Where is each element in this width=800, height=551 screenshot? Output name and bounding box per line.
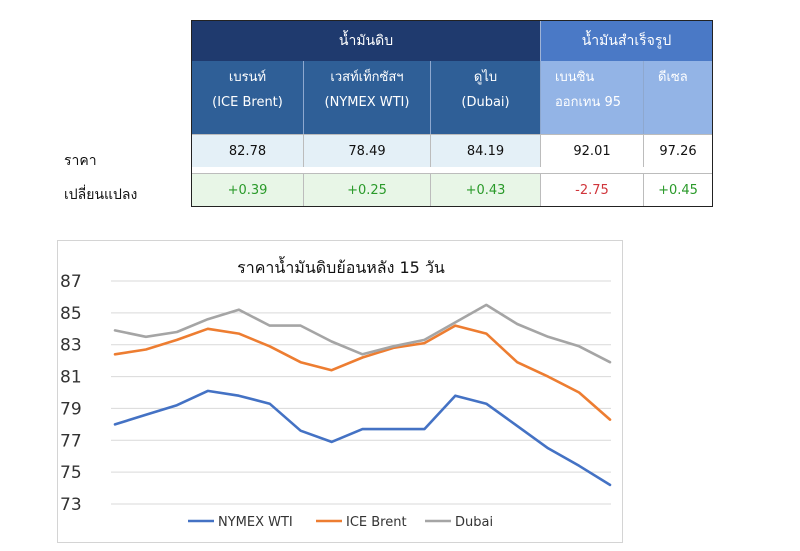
- chart-title: ราคาน้ำมันดิบย้อนหลัง 15 วัน: [237, 256, 445, 277]
- y-tick-label: 87: [60, 272, 82, 292]
- y-tick-label: 79: [60, 399, 82, 419]
- price-dubai: 84.19: [430, 134, 540, 167]
- series-layer: [113, 303, 612, 487]
- price-wti: 78.49: [303, 134, 430, 167]
- y-tick-label: 83: [60, 336, 82, 356]
- refined-oil-header: น้ำมันสำเร็จรูป: [540, 21, 712, 61]
- y-tick-label: 81: [60, 368, 82, 388]
- legend-label: NYMEX WTI: [218, 515, 293, 530]
- series-line-ice-brent: [113, 324, 612, 421]
- series-line-dubai: [113, 303, 612, 364]
- legend-label: ICE Brent: [346, 515, 407, 530]
- y-axis: 87 85 83 81 79 77 75 73: [60, 272, 82, 515]
- chart-container: ราคาน้ำมันดิบย้อนหลัง 15 วัน 87 85 83 81 79 7…: [57, 240, 623, 543]
- column-header-brent: เบรนท์ (ICE Brent): [192, 61, 303, 134]
- grid-layer: [111, 280, 611, 505]
- y-tick-label: 77: [60, 431, 82, 451]
- change-dubai: +0.43: [430, 173, 540, 206]
- column-header-gasoline95: เบนซิน ออกเทน 95: [540, 61, 643, 134]
- y-tick-label: 75: [60, 463, 82, 483]
- price-gasoline95: 92.01: [540, 134, 643, 167]
- column-header-wti: เวสท์เท็กซัสฯ (NYMEX WTI): [303, 61, 430, 134]
- change-wti: +0.25: [303, 173, 430, 206]
- column-header-dubai: ดูไบ (Dubai): [430, 61, 540, 134]
- column-header-diesel: ดีเซล: [643, 61, 712, 134]
- change-brent: +0.39: [192, 173, 303, 206]
- price-table: น้ำมันดิบ น้ำมันสำเร็จรูป เบรนท์ (ICE Bre…: [191, 20, 713, 207]
- legend-label: Dubai: [455, 515, 493, 530]
- y-tick-label: 73: [60, 495, 82, 515]
- row-label-price: ราคา: [64, 153, 97, 169]
- legend: NYMEX WTI ICE Brent Dubai: [188, 515, 493, 530]
- series-line-nymex-wti: [113, 389, 612, 487]
- price-diesel: 97.26: [643, 134, 712, 167]
- change-gasoline95: -2.75: [540, 173, 643, 206]
- price-brent: 82.78: [192, 134, 303, 167]
- change-diesel: +0.45: [643, 173, 712, 206]
- crude-oil-header: น้ำมันดิบ: [192, 21, 540, 61]
- line-chart: ราคาน้ำมันดิบย้อนหลัง 15 วัน 87 85 83 81 79 7…: [60, 256, 612, 530]
- row-label-change: เปลี่ยนแปลง: [64, 187, 138, 203]
- y-tick-label: 85: [60, 304, 82, 324]
